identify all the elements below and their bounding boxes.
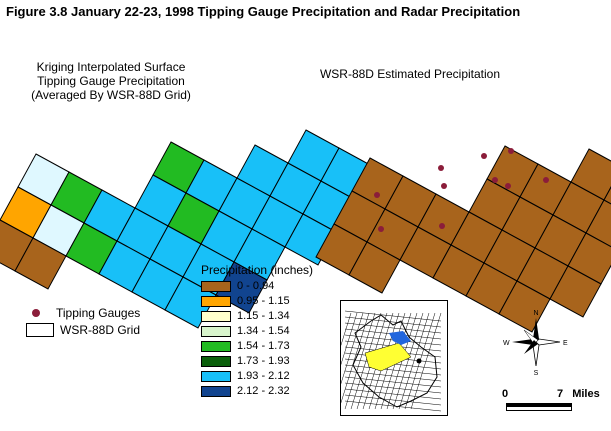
legend-item: 2.12 - 2.32 (201, 384, 290, 398)
grid-label: WSR-88D Grid (60, 323, 141, 337)
tipping-gauge-dot-icon (32, 309, 40, 317)
legend-swatch (201, 355, 231, 367)
legend-item: 0 - 0.94 (201, 279, 274, 293)
compass-s-label: S (534, 370, 539, 377)
grid-cell (585, 199, 611, 248)
tipping-gauge-marker (374, 192, 380, 198)
tipping-gauge-marker (441, 183, 447, 189)
radar-grid-map (315, 145, 611, 333)
kriging-grid-map (0, 129, 373, 329)
legend-swatch (201, 385, 231, 397)
legend-label: 1.93 - 2.12 (237, 370, 290, 382)
inset-radar-site (416, 358, 422, 364)
tipping-gauges-legend: Tipping Gauges (20, 306, 140, 320)
legend-label: 1.54 - 1.73 (237, 340, 290, 352)
compass-w-label: W (503, 340, 510, 347)
inset-study-area (364, 342, 412, 372)
tipping-gauge-marker (439, 223, 445, 229)
left-title-line-3: (Averaged By WSR-88D Grid) (31, 88, 191, 102)
grid-cell (603, 186, 611, 205)
inset-locator-map (320, 300, 448, 416)
compass-e-label: E (563, 340, 568, 347)
tipping-gauge-marker (543, 177, 549, 183)
tipping-gauge-marker (505, 183, 511, 189)
tipping-gauge-marker (438, 165, 444, 171)
left-title-line-2: Tipping Gauge Precipitation (37, 74, 185, 88)
legend-label: 0 - 0.94 (237, 280, 275, 292)
legend-swatch (201, 295, 231, 307)
scale-bar (506, 403, 572, 411)
tipping-gauges-label: Tipping Gauges (56, 306, 141, 320)
legend-label: 1.15 - 1.34 (237, 310, 290, 322)
grid-cell (549, 265, 602, 318)
tipping-gauge-marker (508, 148, 514, 154)
legend-label: 0.95 - 1.15 (237, 295, 290, 307)
legend-swatch (201, 280, 231, 292)
tipping-gauge-marker (481, 153, 487, 159)
scale-start-label: 0 (502, 388, 509, 400)
legend-swatch (201, 310, 231, 322)
inset-water-body (389, 331, 411, 345)
right-panel-title: WSR-88D Estimated Precipitation (319, 67, 501, 81)
grid-swatch-icon (26, 323, 54, 337)
tipping-gauge-marker (378, 226, 384, 232)
grid-legend: WSR-88D Grid (26, 323, 140, 337)
grid-cell (498, 280, 551, 333)
legend-swatch (201, 340, 231, 352)
scale-end-value: 7 (557, 388, 564, 400)
compass-n-label: N (533, 310, 538, 317)
legend-item: 0.95 - 1.15 (201, 294, 290, 308)
legend-item: 1.15 - 1.34 (201, 309, 290, 323)
legend-title: Precipitation (inches) (201, 263, 314, 277)
figure-title: Figure 3.8 January 22-23, 1998 Tipping G… (6, 4, 521, 19)
legend-item: 1.54 - 1.73 (201, 339, 290, 353)
left-title-line-1: Kriging Interpolated Surface (36, 60, 186, 74)
legend-label: 2.12 - 2.32 (237, 385, 290, 397)
legend-label: 1.73 - 1.93 (237, 355, 290, 367)
grid-cell (348, 241, 401, 294)
legend-item: 1.93 - 2.12 (201, 369, 290, 383)
legend-item: 1.34 - 1.54 (201, 324, 290, 338)
legend-item: 1.73 - 1.93 (201, 354, 290, 368)
compass-rose-icon: N S E W (503, 310, 568, 377)
scale-end-label: 7 Miles (557, 388, 600, 400)
legend-swatch (201, 370, 231, 382)
scale-unit: Miles (572, 388, 600, 400)
legend-label: 1.34 - 1.54 (237, 325, 290, 337)
tipping-gauge-marker (492, 177, 498, 183)
inset-map-drawing (320, 310, 442, 412)
grid-cell (14, 237, 67, 290)
legend-swatch (201, 325, 231, 337)
left-panel-title: Kriging Interpolated Surface Tipping Gau… (6, 60, 216, 102)
